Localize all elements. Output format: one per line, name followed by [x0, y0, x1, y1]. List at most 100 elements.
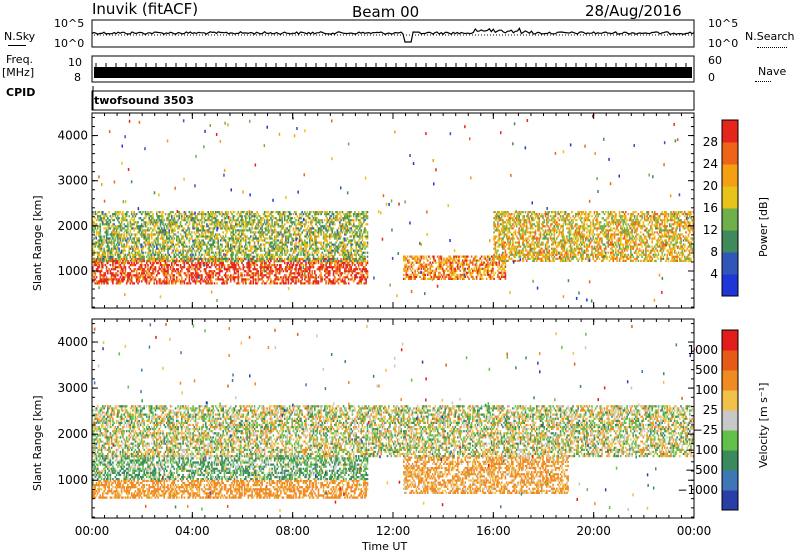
heatmap-cell	[323, 231, 325, 233]
heatmap-cell	[315, 223, 317, 225]
heatmap-cell	[222, 250, 224, 252]
heatmap-cell	[206, 237, 208, 239]
heatmap-cell	[422, 264, 424, 266]
heatmap-cell	[305, 229, 307, 231]
heatmap-cell	[146, 270, 148, 272]
heatmap-cell	[320, 227, 322, 229]
heatmap-cell	[111, 217, 113, 219]
heatmap-cell	[295, 280, 297, 282]
heatmap-cell	[343, 266, 345, 268]
heatmap-cell	[238, 262, 240, 264]
heatmap-cell	[122, 260, 124, 262]
heatmap-cell	[412, 272, 414, 274]
heatmap-cell	[175, 219, 177, 221]
heatmap-cell	[295, 211, 297, 213]
heatmap-cell	[195, 258, 197, 260]
heatmap-cell	[281, 237, 283, 239]
heatmap-cell	[179, 246, 181, 248]
heatmap-cell	[249, 237, 251, 239]
heatmap-cell	[142, 254, 144, 256]
heatmap-cell	[273, 270, 275, 272]
heatmap-cell	[167, 252, 169, 254]
heatmap-cell	[151, 266, 153, 268]
heatmap-cell	[230, 280, 232, 282]
heatmap-cell	[219, 274, 221, 276]
heatmap-cell	[276, 221, 278, 223]
heatmap-cell	[123, 248, 125, 250]
heatmap-cell	[142, 211, 144, 213]
heatmap-cell	[189, 264, 191, 266]
heatmap-cell	[141, 223, 143, 225]
heatmap-cell	[210, 274, 212, 276]
heatmap-cell	[189, 239, 191, 241]
heatmap-cell	[93, 237, 95, 239]
heatmap-cell	[432, 262, 434, 264]
heatmap-cell	[310, 223, 312, 225]
heatmap-cell	[271, 258, 273, 260]
heatmap-cell	[169, 215, 171, 217]
heatmap-cell	[254, 256, 256, 258]
heatmap-cell	[304, 239, 306, 241]
heatmap-cell	[235, 272, 237, 274]
heatmap-cell	[103, 242, 105, 244]
heatmap-cell	[155, 270, 157, 272]
heatmap-cell	[264, 231, 266, 233]
heatmap-cell	[244, 246, 246, 248]
heatmap-cell	[205, 231, 207, 233]
heatmap-cell	[264, 219, 266, 221]
heatmap-cell	[116, 231, 118, 233]
heatmap-cell	[219, 233, 221, 235]
heatmap-cell	[154, 280, 156, 282]
heatmap-cell	[160, 225, 162, 227]
heatmap-cell	[244, 266, 246, 268]
heatmap-cell	[312, 239, 314, 241]
heatmap-cell	[236, 213, 238, 215]
heatmap-cell	[115, 264, 117, 266]
heatmap-cell	[344, 280, 346, 282]
heatmap-cell	[456, 270, 458, 272]
heatmap-cell	[295, 219, 297, 221]
heatmap-cell	[308, 252, 310, 254]
heatmap-cell	[115, 276, 117, 278]
heatmap-cell	[196, 270, 198, 272]
heatmap-cell	[221, 215, 223, 217]
heatmap-cell	[487, 260, 489, 262]
heatmap-cell	[176, 278, 178, 280]
heatmap-cell	[126, 233, 128, 235]
heatmap-cell	[250, 217, 252, 219]
heatmap-cell	[174, 276, 176, 278]
heatmap-cell	[185, 213, 187, 215]
heatmap-cell	[169, 280, 171, 282]
heatmap-cell	[281, 223, 283, 225]
heatmap-cell	[411, 276, 413, 278]
heatmap-cell	[156, 246, 158, 248]
heatmap-cell	[432, 270, 434, 272]
heatmap-cell	[485, 258, 487, 260]
heatmap-cell	[143, 268, 145, 270]
heatmap-cell	[458, 262, 460, 264]
heatmap-cell	[222, 262, 224, 264]
heatmap-cell	[227, 246, 229, 248]
heatmap-cell	[239, 250, 241, 252]
heatmap-cell	[290, 235, 292, 237]
heatmap-cell	[424, 276, 426, 278]
heatmap-cell	[444, 278, 446, 280]
heatmap-cell	[253, 280, 255, 282]
heatmap-cell	[466, 258, 468, 260]
heatmap-cell	[424, 274, 426, 276]
heatmap-cell	[327, 262, 329, 264]
heatmap-cell	[226, 282, 228, 284]
heatmap-cell	[324, 219, 326, 221]
heatmap-cell	[206, 266, 208, 268]
heatmap-cell	[325, 280, 327, 282]
heatmap-cell	[121, 242, 123, 244]
heatmap-cell	[137, 282, 139, 284]
heatmap-cell	[276, 260, 278, 262]
heatmap-cell	[261, 254, 263, 256]
heatmap-cell	[301, 239, 303, 241]
heatmap-cell	[174, 278, 176, 280]
heatmap-cell	[303, 264, 305, 266]
heatmap-cell	[411, 264, 413, 266]
heatmap-cell	[226, 229, 228, 231]
heatmap-cell	[211, 258, 213, 260]
